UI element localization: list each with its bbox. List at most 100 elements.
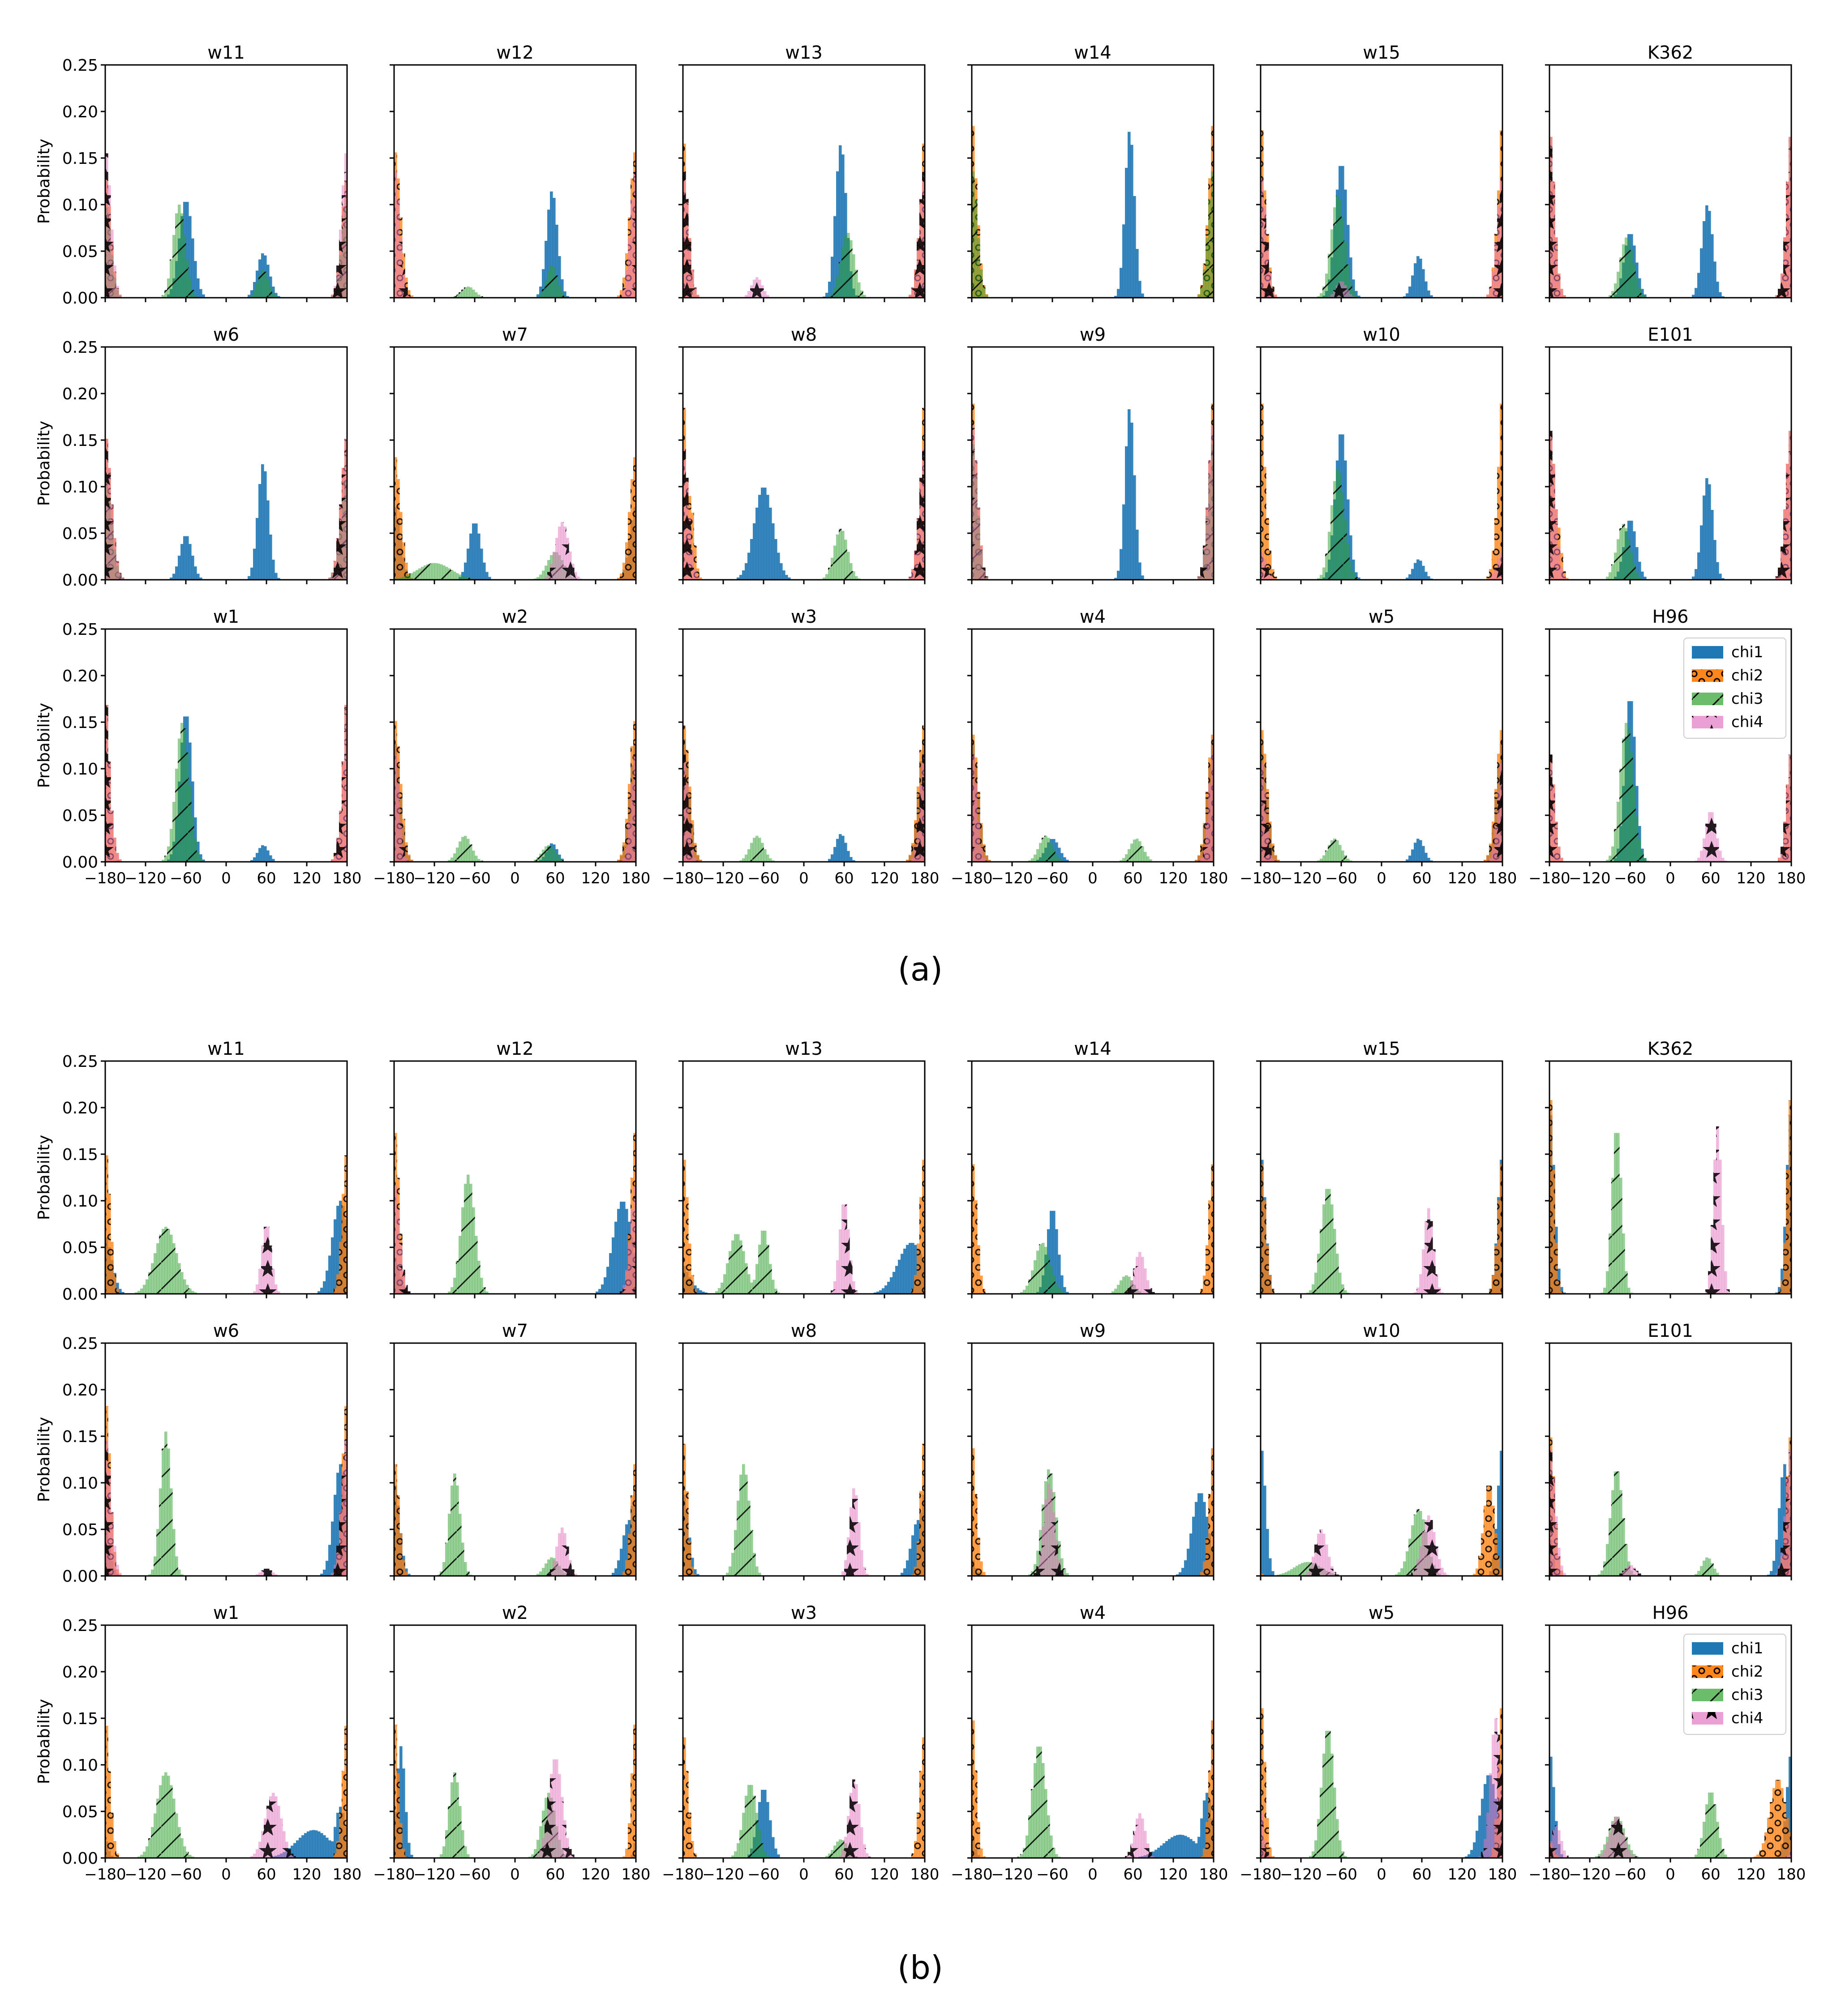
bar-hatch-chi4 — [1050, 1489, 1053, 1576]
bar-hatch-chi2 — [344, 1155, 348, 1294]
bar-hatch-chi3 — [1031, 1789, 1034, 1858]
bar-chi1 — [1644, 294, 1647, 298]
bar-chi1 — [336, 1206, 339, 1294]
bar-hatch-chi4 — [402, 1270, 405, 1294]
bar-hatch-chi4 — [1552, 1477, 1555, 1576]
x-tick-label: −180 — [84, 869, 126, 887]
bar-hatch-chi4 — [266, 1568, 270, 1576]
bar-hatch-chi4 — [622, 287, 626, 298]
bar-hatch-chi2 — [911, 1574, 914, 1576]
bar-hatch-chi3 — [545, 846, 548, 862]
bar-hatch-chi4 — [1128, 1288, 1131, 1294]
bar-hatch-chi4 — [1200, 857, 1203, 862]
bar-hatch-chi3 — [483, 1287, 486, 1294]
bar-hatch-chi4 — [1492, 848, 1495, 862]
subplot-w14: w14 — [967, 43, 1214, 302]
bar-hatch-chi3 — [1026, 1285, 1029, 1294]
series-chi2 — [683, 725, 925, 862]
bar-hatch-chi4 — [1558, 1830, 1561, 1858]
bar-hatch-chi3 — [1347, 543, 1350, 580]
bar-chi1 — [1179, 1835, 1182, 1858]
y-tick-label: 0.05 — [62, 1521, 98, 1539]
y-tick-label: 0.15 — [62, 1428, 98, 1446]
bar-hatch-chi4 — [1497, 206, 1500, 298]
bar-hatch-chi4 — [1484, 1839, 1487, 1858]
bar-chi1 — [1261, 1451, 1264, 1576]
bar-hatch-chi4 — [863, 1844, 866, 1858]
bar-hatch-chi3 — [1050, 1835, 1053, 1858]
bar-hatch-chi2 — [1783, 1242, 1786, 1294]
bar-hatch-chi3 — [1042, 838, 1045, 862]
bar-chi1 — [1141, 575, 1144, 580]
bar-hatch-chi3 — [1117, 1284, 1120, 1294]
bar-hatch-chi2 — [1263, 467, 1266, 580]
y-tick-label: 0.20 — [62, 1099, 98, 1117]
bar-hatch-chi2 — [1486, 1485, 1489, 1576]
bar-hatch-chi4 — [253, 1853, 256, 1858]
bar-hatch-chi4 — [539, 1849, 542, 1858]
subplot-title: w3 — [791, 607, 817, 627]
bar-hatch-chi4 — [339, 504, 342, 580]
bar-chi1 — [696, 1288, 699, 1294]
bar-hatch-chi3 — [170, 1234, 173, 1294]
bar-hatch-chi4 — [1206, 507, 1209, 580]
bar-hatch-chi4 — [755, 277, 759, 298]
legend-frame — [1683, 638, 1786, 739]
bar-hatch-chi4 — [1716, 1126, 1719, 1294]
bar-chi1 — [1355, 291, 1358, 298]
bar-hatch-chi3 — [747, 1274, 751, 1294]
bar-hatch-chi4 — [1555, 237, 1558, 298]
bar-chi1 — [1352, 559, 1355, 580]
bar-hatch-chi2 — [977, 1822, 980, 1858]
bar-hatch-chi4 — [1047, 1483, 1050, 1576]
bar-hatch-chi2 — [974, 1494, 978, 1576]
bar-hatch-chi3 — [1703, 1560, 1706, 1576]
x-tick-label: −60 — [747, 869, 780, 887]
bar-hatch-chi4 — [1552, 463, 1555, 580]
series-chi4 — [542, 522, 583, 580]
bar-hatch-chi3 — [256, 282, 259, 298]
bar-hatch-chi3 — [459, 1236, 462, 1294]
bar-hatch-chi4 — [542, 1838, 545, 1858]
bar-chi1 — [1154, 1849, 1158, 1858]
bar-chi1 — [761, 1789, 764, 1858]
legend-label-chi1: chi1 — [1731, 1639, 1763, 1657]
bar-hatch-chi3 — [1138, 841, 1142, 862]
x-tick-label: −120 — [1569, 869, 1610, 887]
bar-hatch-chi4 — [1708, 812, 1711, 862]
bar-chi1 — [566, 296, 569, 298]
bar-hatch-chi4 — [1786, 463, 1789, 580]
bar-hatch-chi3 — [453, 571, 456, 580]
bar-chi1 — [1772, 1561, 1776, 1576]
bar-hatch-chi4 — [1443, 1572, 1446, 1576]
bar-hatch-chi4 — [339, 810, 342, 862]
bar-hatch-chi3 — [426, 564, 429, 580]
bar-hatch-chi4 — [1560, 567, 1563, 580]
bar-hatch-chi3 — [456, 1260, 459, 1294]
bar-hatch-chi2 — [622, 1856, 626, 1858]
bar-hatch-chi2 — [617, 578, 620, 580]
bar-hatch-chi2 — [922, 1160, 925, 1294]
bar-hatch-chi4 — [1489, 578, 1492, 580]
bar-hatch-chi4 — [1638, 1573, 1641, 1576]
bar-chi1 — [277, 296, 280, 298]
bar-chi1 — [328, 1840, 331, 1858]
bar-hatch-chi4 — [911, 287, 914, 298]
bar-hatch-chi3 — [183, 1846, 186, 1858]
subplot-title: w7 — [502, 325, 528, 345]
bar-chi1 — [847, 851, 850, 862]
bar-hatch-chi4 — [833, 1281, 837, 1294]
bar-hatch-chi4 — [1500, 552, 1503, 580]
bar-hatch-chi4 — [1489, 288, 1492, 298]
bar-hatch-chi2 — [691, 513, 694, 580]
subplot-w4: w4−180−120 −60 0 60 120 180 — [951, 1603, 1228, 1883]
bar-hatch-chi3 — [469, 578, 472, 580]
bar-hatch-chi4 — [342, 761, 345, 862]
bar-hatch-chi3 — [1400, 1568, 1403, 1576]
bar-chi1 — [890, 1277, 893, 1294]
bar-hatch-chi3 — [477, 859, 481, 862]
series-chi4 — [1034, 1483, 1066, 1576]
bar-chi1 — [258, 484, 262, 580]
bar-chi1 — [1422, 846, 1425, 862]
